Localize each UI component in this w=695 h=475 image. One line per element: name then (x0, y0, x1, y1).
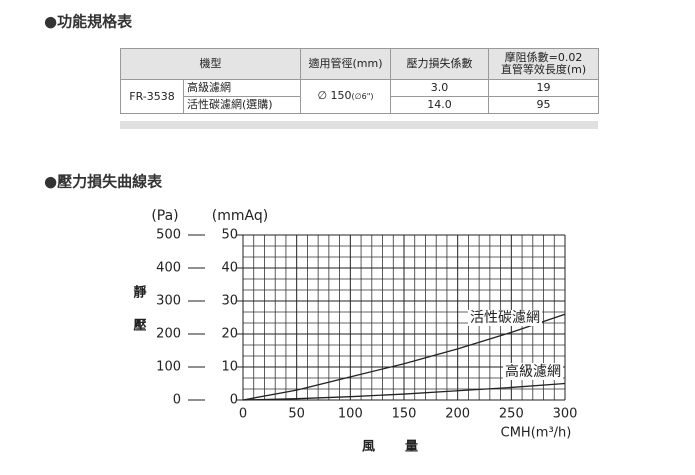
x-unit: CMH(m³/h) (501, 426, 572, 441)
y2-tick-label: 400 (156, 261, 181, 276)
y2-tick-label: 300 (156, 294, 181, 309)
diameter-cell: ∅ 150(∅6") (300, 79, 391, 114)
x-tick-label: 200 (445, 407, 470, 422)
length-cell: 19 (488, 79, 599, 97)
loss-cell: 14.0 (390, 96, 489, 114)
table-footer-bar (120, 121, 598, 129)
chart: 0 50 100 150 200 250 3000102030405001002003004… (131, 208, 578, 455)
series-line (242, 313, 566, 401)
y-unit: (mmAq) (212, 208, 268, 224)
x-tick-label: 250 (499, 407, 524, 422)
header-cell: 摩阻係數=0.02 直管等效長度(m) (488, 48, 599, 80)
y2-unit: (Pa) (151, 208, 178, 224)
y-tick-label: 40 (221, 261, 238, 276)
header-cell: 機型 (120, 48, 301, 80)
spec-table: 機型 適用管徑(mm) 壓力損失係數 摩阻係數=0.02 直管等效長度(m) FR… (120, 48, 599, 114)
filter-cell: 高級濾網 (183, 79, 301, 97)
section-title: ●壓力損失曲線表 (44, 173, 163, 191)
diameter: ∅ 150 (317, 89, 352, 102)
series-label: 高級濾網 (505, 363, 561, 380)
y-axis-label: 靜壓 (131, 284, 147, 351)
diameter-note: (∅6") (351, 92, 374, 101)
y-tick-label: 10 (221, 360, 238, 375)
x-axis-label: 風量 (362, 440, 448, 455)
model-cell: FR-3538 (120, 79, 184, 114)
header-line: 摩阻係數=0.02 (504, 51, 583, 64)
y2-tick-label: 200 (156, 327, 181, 342)
series-label-bg (468, 310, 542, 326)
header-cell: 壓力損失係數 (390, 48, 489, 80)
series-line (242, 382, 566, 401)
y-tick-label: 50 (221, 228, 238, 243)
series-label-bg (503, 363, 563, 380)
y-tick-label: 20 (221, 327, 238, 342)
y-tick-label: 0 (230, 393, 238, 408)
section-title: ●功能規格表 (44, 13, 133, 31)
y2-tick-label: 0 (173, 393, 181, 408)
loss-cell: 3.0 (390, 79, 489, 97)
filter-cell: 活性碳濾網(選購) (183, 96, 301, 114)
header-cell: 適用管徑(mm) (300, 48, 391, 80)
x-tick-label: 150 (392, 407, 417, 422)
x-tick-label: 50 (288, 407, 305, 422)
x-tick-label: 0 (239, 407, 247, 422)
y2-tick-label: 100 (156, 360, 181, 375)
series-label: 活性碳濾網 (470, 310, 540, 326)
x-tick-label: 300 (553, 407, 578, 422)
length-cell: 95 (488, 96, 599, 114)
y-tick-label: 30 (221, 294, 238, 309)
x-tick-label: 100 (338, 407, 363, 422)
y2-tick-label: 500 (156, 228, 181, 243)
header-line: 直管等效長度(m) (500, 63, 587, 76)
